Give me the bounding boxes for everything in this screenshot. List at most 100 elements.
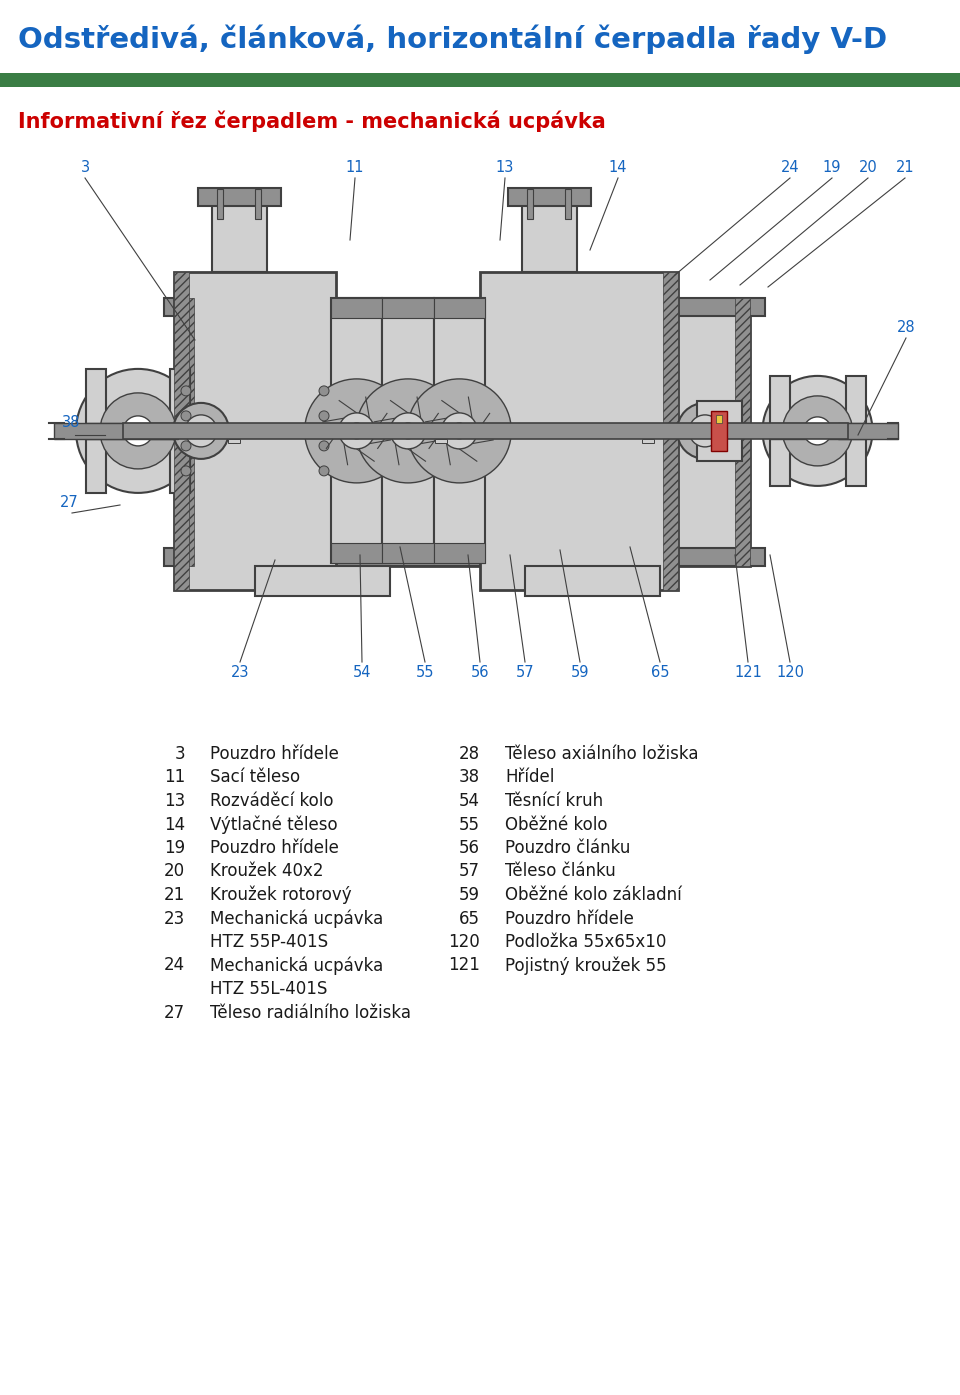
Text: Informativní řez čerpadlem - mechanická ucpávka: Informativní řez čerpadlem - mechanická … — [18, 110, 606, 131]
Ellipse shape — [442, 413, 477, 449]
Bar — [174, 272, 336, 590]
Ellipse shape — [123, 416, 153, 446]
Text: 120: 120 — [448, 933, 480, 951]
Text: Oběžné kolo základní: Oběžné kolo základní — [505, 886, 682, 904]
Ellipse shape — [319, 412, 329, 421]
Bar — [54, 423, 178, 439]
Bar — [522, 194, 577, 272]
Bar — [331, 299, 382, 564]
Text: Pouzdro článku: Pouzdro článku — [505, 838, 631, 857]
Text: 3: 3 — [81, 160, 89, 174]
Ellipse shape — [762, 375, 873, 485]
Bar — [642, 439, 654, 442]
Bar — [382, 544, 434, 564]
Text: Kroužek 40x2: Kroužek 40x2 — [210, 862, 324, 880]
Text: Podložka 55x65x10: Podložka 55x65x10 — [505, 933, 666, 951]
Bar — [382, 299, 434, 318]
Bar — [212, 194, 267, 272]
Ellipse shape — [390, 413, 426, 449]
Text: 24: 24 — [780, 160, 800, 174]
Text: 20: 20 — [858, 160, 877, 174]
Bar — [663, 272, 678, 590]
Bar — [715, 414, 722, 423]
Text: Pouzdro hřídele: Pouzdro hřídele — [210, 745, 339, 763]
Bar — [179, 299, 750, 566]
Text: 57: 57 — [459, 862, 480, 880]
Text: 38: 38 — [459, 769, 480, 787]
Text: Pouzdro hřídele: Pouzdro hřídele — [210, 838, 339, 857]
Bar — [331, 544, 382, 564]
Text: 21: 21 — [896, 160, 914, 174]
Ellipse shape — [319, 386, 329, 396]
Bar — [527, 188, 534, 219]
Ellipse shape — [677, 403, 733, 459]
Text: 38: 38 — [62, 414, 81, 430]
Text: 11: 11 — [346, 160, 364, 174]
Bar — [179, 299, 194, 566]
Bar — [480, 272, 678, 590]
Bar — [86, 368, 106, 492]
Text: 27: 27 — [60, 495, 79, 511]
Bar — [123, 423, 848, 439]
Text: HTZ 55L-401S: HTZ 55L-401S — [210, 981, 327, 997]
Bar — [228, 439, 240, 442]
Ellipse shape — [356, 379, 460, 483]
Ellipse shape — [100, 393, 176, 469]
Bar — [837, 423, 898, 439]
Ellipse shape — [181, 466, 191, 476]
Text: 3: 3 — [175, 745, 185, 763]
Text: Pouzdro hřídele: Pouzdro hřídele — [505, 910, 634, 928]
Text: Kroužek rotorový: Kroužek rotorový — [210, 886, 351, 904]
Text: 28: 28 — [897, 319, 915, 335]
Ellipse shape — [319, 441, 329, 451]
Text: 14: 14 — [609, 160, 627, 174]
Text: 65: 65 — [651, 665, 669, 679]
Bar — [735, 299, 750, 566]
Bar — [0, 73, 960, 86]
Ellipse shape — [804, 417, 831, 445]
Text: 56: 56 — [459, 838, 480, 857]
Text: 59: 59 — [571, 665, 589, 679]
Bar — [434, 544, 485, 564]
Ellipse shape — [407, 379, 512, 483]
Text: 121: 121 — [734, 665, 762, 679]
Bar — [435, 439, 447, 442]
Bar — [174, 272, 189, 590]
Bar — [846, 375, 866, 485]
Text: 54: 54 — [352, 665, 372, 679]
Text: 13: 13 — [495, 160, 515, 174]
Text: Mechanická ucpávka: Mechanická ucpávka — [210, 910, 383, 928]
Text: Hřídel: Hřídel — [505, 769, 554, 787]
Bar — [163, 548, 765, 566]
Text: Rozváděcí kolo: Rozváděcí kolo — [210, 792, 333, 810]
Ellipse shape — [185, 414, 217, 446]
Text: Těleso radiálního ložiska: Těleso radiálního ložiska — [210, 1003, 411, 1021]
Bar — [697, 400, 741, 460]
Bar — [86, 423, 190, 439]
Ellipse shape — [181, 386, 191, 396]
Bar — [434, 299, 485, 564]
Text: Pojistný kroužek 55: Pojistný kroužek 55 — [505, 957, 666, 975]
Text: Těleso axiálního ložiska: Těleso axiálního ložiska — [505, 745, 699, 763]
Ellipse shape — [181, 441, 191, 451]
Text: 55: 55 — [416, 665, 434, 679]
Text: 59: 59 — [459, 886, 480, 904]
Text: Výtlačné těleso: Výtlačné těleso — [210, 816, 338, 834]
Bar — [770, 423, 866, 439]
Text: 20: 20 — [164, 862, 185, 880]
Text: HTZ 55P-401S: HTZ 55P-401S — [210, 933, 328, 951]
Text: 13: 13 — [164, 792, 185, 810]
Text: 28: 28 — [459, 745, 480, 763]
Text: 21: 21 — [164, 886, 185, 904]
Text: Sací těleso: Sací těleso — [210, 769, 300, 787]
Ellipse shape — [173, 403, 229, 459]
Text: Těleso článku: Těleso článku — [505, 862, 615, 880]
Text: Oběžné kolo: Oběžné kolo — [505, 816, 608, 833]
Ellipse shape — [782, 396, 852, 466]
Bar — [254, 188, 261, 219]
Bar — [565, 188, 571, 219]
Ellipse shape — [689, 414, 721, 446]
Bar — [255, 566, 390, 596]
Bar — [382, 299, 434, 564]
Text: 23: 23 — [230, 665, 250, 679]
